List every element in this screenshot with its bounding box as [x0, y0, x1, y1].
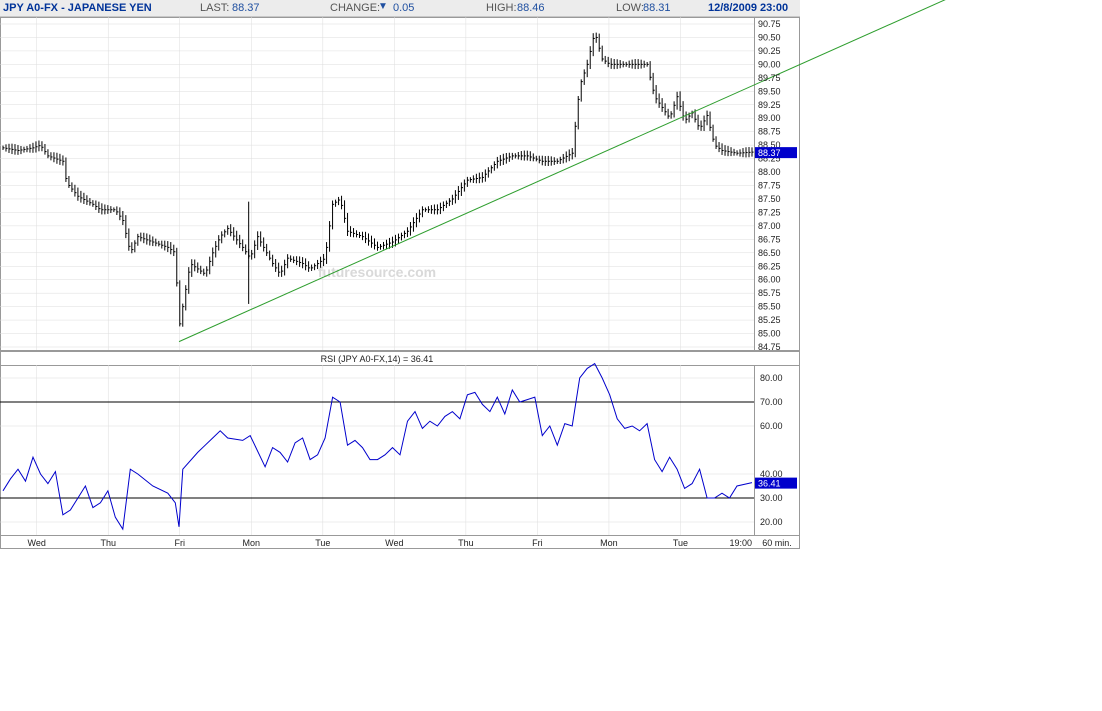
last-price-badge	[755, 147, 797, 159]
rsi-tick-label: 60.00	[760, 421, 783, 431]
rsi-tick-label: 30.00	[760, 493, 783, 503]
price-tick-label: 87.50	[758, 194, 781, 204]
price-tick-label: 87.00	[758, 221, 781, 231]
x-tick-label: Tue	[315, 538, 330, 548]
price-tick-label: 88.25	[758, 154, 781, 164]
price-tick-label: 89.25	[758, 100, 781, 110]
x-tick-label: Wed	[28, 538, 46, 548]
x-tick-label: Mon	[600, 538, 618, 548]
change-label: CHANGE:	[330, 2, 381, 14]
price-tick-label: 88.50	[758, 140, 781, 150]
rsi-tick-label: 40.00	[760, 469, 783, 479]
high-value: 88.46	[517, 2, 545, 14]
x-tick-label: Tue	[673, 538, 688, 548]
x-axis-ticks: Wed Thu Fri Mon Tue Wed Thu Fri Mon Tue 19:00	[28, 538, 752, 548]
price-tick-label: 89.75	[758, 73, 781, 83]
trendline	[178, 0, 946, 343]
price-tick-label: 87.25	[758, 207, 781, 217]
change-value: 0.05	[393, 2, 415, 14]
rsi-title: RSI (JPY A0-FX,14) = 36.41	[321, 354, 434, 364]
price-tick-label: 89.50	[758, 86, 781, 96]
price-panel	[0, 17, 800, 351]
down-arrow-icon: ▼	[378, 1, 388, 12]
price-tick-label: 86.25	[758, 261, 781, 271]
price-tick-label: 90.00	[758, 59, 781, 69]
price-tick-label: 86.50	[758, 248, 781, 258]
price-tick-label: 85.50	[758, 302, 781, 312]
rsi-last-label: 36.41	[758, 479, 781, 489]
rsi-tick-label: 20.00	[760, 517, 783, 527]
rsi-panel	[0, 365, 800, 536]
x-tick-label: 19:00	[729, 538, 752, 548]
price-tick-label: 88.00	[758, 167, 781, 177]
price-tick-label: 84.75	[758, 342, 781, 352]
price-tick-label: 85.75	[758, 288, 781, 298]
x-tick-label: Wed	[385, 538, 403, 548]
x-tick-label: Thu	[458, 538, 474, 548]
x-axis-bar	[0, 535, 800, 549]
last-price-label: 88.37	[758, 148, 781, 158]
rsi-tick-label: 80.00	[760, 373, 783, 383]
price-tick-label: 86.75	[758, 234, 781, 244]
price-series	[2, 32, 754, 327]
quote-header: JPY A0-FX - JAPANESE YEN LAST: 88.37 CHA…	[0, 0, 800, 17]
rsi-line	[2, 362, 753, 531]
rsi-last-badge	[755, 477, 797, 489]
price-tick-label: 88.75	[758, 127, 781, 137]
rsi-tick-label: 70.00	[760, 397, 783, 407]
price-tick-label: 85.00	[758, 329, 781, 339]
price-grid	[0, 17, 754, 350]
last-label: LAST:	[200, 2, 230, 14]
price-tick-label: 85.25	[758, 315, 781, 325]
timeframe-label: 60 min.	[762, 538, 792, 548]
rsi-axis-ticks: 80.00 70.00 60.00 40.00 30.00 20.00 36.41	[755, 373, 797, 527]
price-tick-label: 90.50	[758, 32, 781, 42]
watermark: futuresource.com	[318, 264, 436, 280]
low-label: LOW:	[616, 2, 644, 14]
price-axis-ticks: 90.75 90.50 90.25 90.00 89.75 89.50 89.25 89.00…	[755, 19, 797, 352]
price-tick-label: 90.25	[758, 46, 781, 56]
high-label: HIGH:	[486, 2, 517, 14]
x-tick-label: Fri	[175, 538, 186, 548]
price-tick-label: 86.00	[758, 275, 781, 285]
last-value: 88.37	[232, 2, 260, 14]
x-tick-label: Fri	[532, 538, 543, 548]
price-tick-label: 87.75	[758, 181, 781, 191]
price-tick-label: 89.00	[758, 113, 781, 123]
quote-datetime: 12/8/2009 23:00	[708, 2, 789, 14]
x-tick-label: Mon	[243, 538, 261, 548]
low-value: 88.31	[643, 2, 671, 14]
instrument-title: JPY A0-FX - JAPANESE YEN	[3, 2, 152, 14]
x-tick-label: Thu	[100, 538, 116, 548]
rsi-series	[2, 362, 753, 531]
price-tick-label: 90.75	[758, 19, 781, 29]
